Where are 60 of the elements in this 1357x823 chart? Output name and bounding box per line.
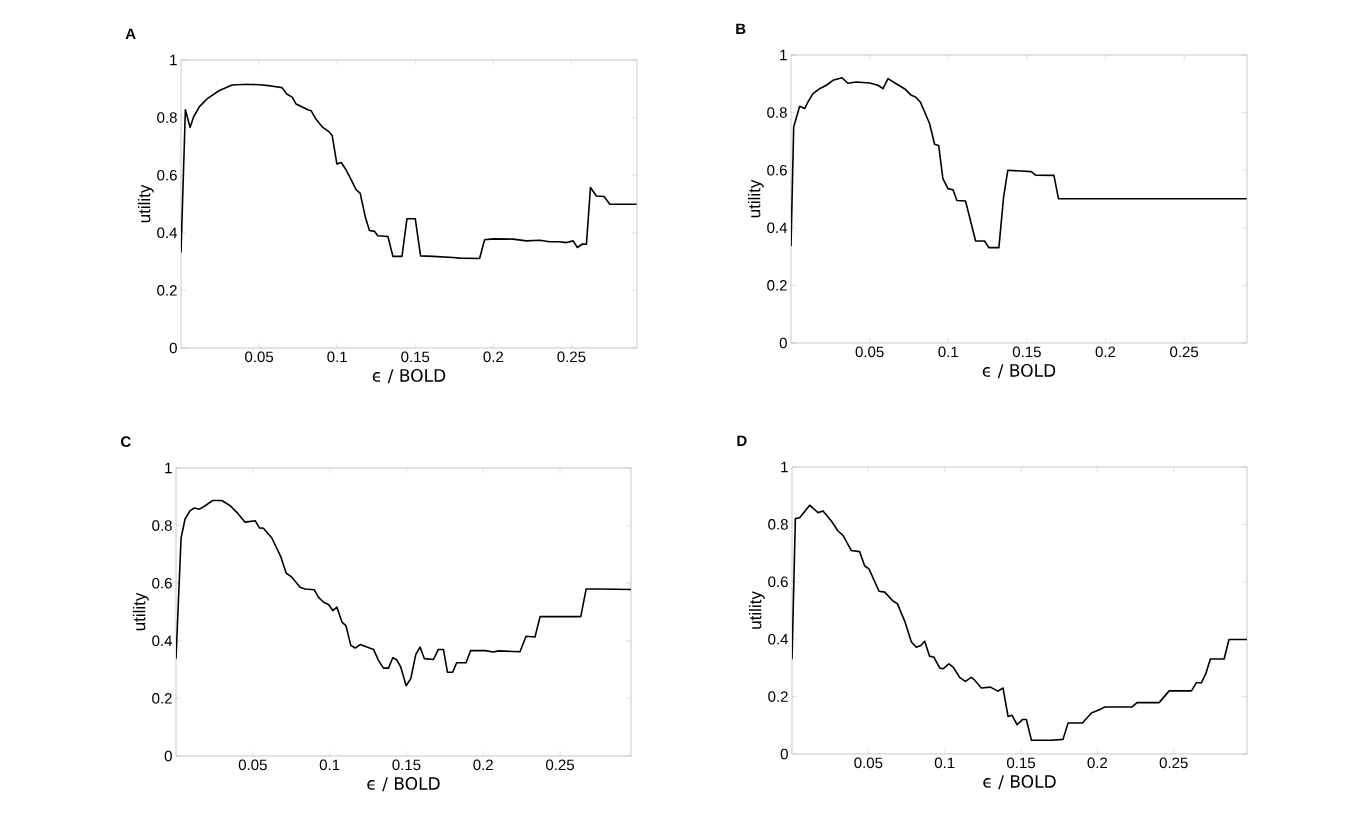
y-tick-label: 0.2 — [768, 691, 788, 702]
y-tick-label: 0.6 — [152, 577, 172, 589]
x-tick-label: 0.05 — [238, 759, 267, 771]
y-tick-label: 0.4 — [767, 222, 788, 234]
y-tick-label: 0 — [169, 342, 177, 354]
chart-title: A — [125, 28, 136, 39]
y-axis-title: utility — [132, 592, 149, 631]
y-tick-label: 0 — [164, 750, 172, 762]
x-tick-label: 0.1 — [938, 346, 958, 358]
x-tick-label: 0.1 — [934, 757, 955, 769]
y-tick-label: 0.6 — [157, 169, 177, 181]
x-tick-label: 0.25 — [546, 759, 575, 771]
y-tick-label: 0.2 — [157, 285, 177, 296]
line-series — [181, 83, 638, 260]
y-tick-label: 1 — [170, 54, 177, 66]
x-tick-label: 0.1 — [327, 351, 347, 363]
y-axis-title: utility — [137, 184, 154, 223]
y-tick-label: 1 — [781, 461, 788, 473]
y-tick-label: 0.8 — [768, 519, 788, 530]
x-tick-label: 0.15 — [1012, 346, 1041, 358]
x-tick-label: 0.1 — [319, 759, 340, 771]
x-axis-title: ϵ / BOLD — [372, 369, 446, 384]
x-axis-title: ϵ / BOLD — [983, 775, 1056, 790]
y-axis-title: utility — [748, 591, 765, 629]
x-tick-label: 0.2 — [1087, 757, 1108, 769]
line-series — [792, 504, 1248, 742]
y-tick-label: 0.6 — [768, 576, 788, 588]
y-tick-label: 0.8 — [157, 112, 177, 123]
y-tick-label: 0 — [780, 748, 788, 760]
line-series — [176, 499, 632, 687]
x-tick-label: 0.2 — [473, 759, 493, 771]
y-tick-label: 0.2 — [152, 693, 172, 704]
y-tick-label: 1 — [780, 49, 787, 61]
y-tick-label: 1 — [165, 462, 172, 474]
x-tick-label: 0.15 — [401, 351, 430, 363]
chart-title: C — [121, 436, 131, 447]
y-tick-label: 0.6 — [767, 164, 787, 176]
y-tick-label: 0 — [779, 337, 787, 349]
x-tick-label: 0.05 — [245, 351, 274, 363]
x-tick-label: 0.05 — [854, 757, 883, 769]
x-tick-label: 0.25 — [557, 351, 586, 363]
y-tick-label: 0.2 — [767, 280, 787, 291]
x-tick-label: 0.2 — [483, 351, 504, 363]
x-axis-title: ϵ / BOLD — [982, 364, 1056, 379]
y-tick-label: 0.8 — [152, 520, 172, 531]
chart-title: B — [736, 23, 746, 34]
x-tick-label: 0.25 — [1170, 346, 1199, 358]
x-tick-label: 0.05 — [855, 346, 884, 358]
x-tick-label: 0.2 — [1095, 346, 1116, 358]
y-tick-label: 0.8 — [767, 107, 787, 118]
x-axis-title: ϵ / BOLD — [367, 777, 440, 792]
y-tick-label: 0.4 — [157, 227, 178, 239]
line-series — [791, 76, 1248, 249]
y-tick-label: 0.4 — [152, 635, 173, 647]
x-tick-label: 0.25 — [1159, 757, 1188, 769]
y-tick-label: 0.4 — [768, 633, 789, 645]
x-tick-label: 0.15 — [392, 759, 421, 771]
x-tick-label: 0.15 — [1007, 757, 1036, 769]
chart-title: D — [737, 435, 747, 446]
y-axis-title: utility — [747, 179, 764, 218]
